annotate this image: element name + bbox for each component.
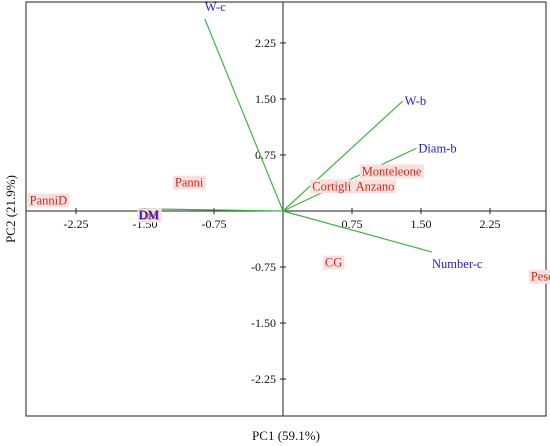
variable-label: DM xyxy=(138,208,158,222)
observation-label-bg xyxy=(137,208,162,223)
y-tick-label: -0.75 xyxy=(251,260,276,274)
observation-point: PanniD xyxy=(27,193,70,208)
x-tick-label: -2.25 xyxy=(64,217,89,231)
observation-point: Anzano xyxy=(353,179,397,194)
x-ticks: -2.25 -1.50 -0.75 0.75 1.50 2.25 xyxy=(64,208,501,231)
variable-vectors xyxy=(140,18,433,253)
observation-label-bg xyxy=(322,255,345,270)
observation-label-bg xyxy=(27,193,70,208)
variable-labels: W-c W-b Diam-b Number-c DM xyxy=(138,0,483,271)
observation-label: Panni xyxy=(175,176,204,190)
x-tick-label: -0.75 xyxy=(202,217,227,231)
observation-label-bg xyxy=(353,179,397,194)
variable-vector xyxy=(282,210,433,253)
observation-point: Peschici xyxy=(528,269,550,284)
observation-point: Monteleone xyxy=(359,164,424,179)
y-tick-label: -2.25 xyxy=(251,372,276,386)
variable-label: W-b xyxy=(405,94,427,108)
observation-point: DM xyxy=(137,208,162,223)
observation-point: Panni xyxy=(172,175,206,190)
variable-label: Diam-b xyxy=(418,141,456,155)
observation-label: Anzano xyxy=(356,179,395,193)
variable-vector xyxy=(204,18,284,212)
plot-frame xyxy=(25,1,547,417)
variable-vector xyxy=(140,208,284,212)
x-tick-label: 0.75 xyxy=(342,217,363,231)
variable-label: W-c xyxy=(205,0,226,14)
observation-label-bg xyxy=(528,269,550,284)
observation-label: PanniD xyxy=(30,194,68,208)
y-tick-label: 0.75 xyxy=(255,148,276,162)
observation-label-bg xyxy=(359,164,424,179)
y-tick-label: -1.50 xyxy=(251,316,276,330)
observation-point: Cortigli xyxy=(310,179,354,194)
observation-label: CG xyxy=(325,256,342,270)
x-tick-label: 2.25 xyxy=(480,217,501,231)
x-tick-label: 1.50 xyxy=(411,217,432,231)
x-axis-title: PC1 (59.1%) xyxy=(252,428,320,443)
observation-point: CG xyxy=(322,255,345,270)
y-axis-title: PC2 (21.9%) xyxy=(3,175,18,243)
y-tick-label: 2.25 xyxy=(255,36,276,50)
observation-label: DM xyxy=(140,208,160,222)
observation-label: Monteleone xyxy=(362,164,422,178)
variable-vector xyxy=(282,100,404,212)
observation-label-bg xyxy=(310,179,354,194)
observation-label: Peschici xyxy=(531,270,550,284)
variable-label: Number-c xyxy=(432,257,483,271)
y-tick-label: 1.50 xyxy=(255,92,276,106)
y-ticks: 2.25 1.50 0.75 -0.75 -1.50 -2.25 xyxy=(251,36,286,386)
observation-label: Cortigli xyxy=(312,179,351,193)
observation-label-bg xyxy=(172,175,206,190)
